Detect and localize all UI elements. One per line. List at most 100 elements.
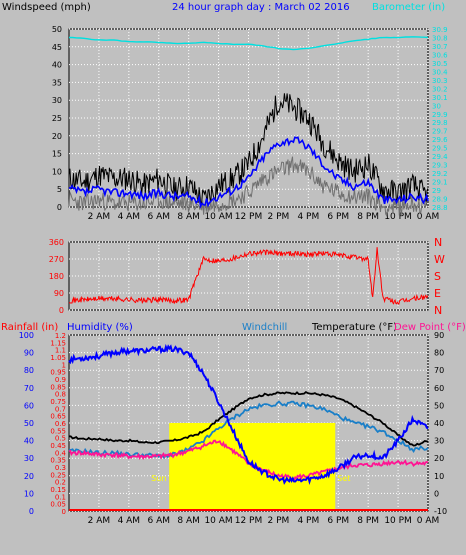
compass-label: E <box>434 287 441 300</box>
temp-x-tick-label: 8 PM <box>357 516 379 526</box>
rainfall-tick-label: 1.15 <box>50 339 66 347</box>
windspeed-tick-label: 45 <box>52 43 62 52</box>
humidity-tick-label: 80 <box>24 366 34 375</box>
temp-x-tick-label: 6 PM <box>327 516 349 526</box>
temperature-tick-label: 90 <box>434 331 444 340</box>
barometer-tick-label: 29.8 <box>432 119 448 127</box>
windspeed-tick-label: 30 <box>52 96 62 105</box>
humidity-tick-label: 70 <box>24 384 34 393</box>
barometer-tick-label: 29.2 <box>432 170 448 178</box>
rainfall-tick-label: 0.35 <box>50 457 66 465</box>
wind-x-tick-label: 4 PM <box>297 212 319 222</box>
windspeed-tick-label: 35 <box>52 78 62 87</box>
windspeed-tick-label: 20 <box>52 132 62 141</box>
temp-x-tick-label: 2 PM <box>268 516 290 526</box>
barometer-tick-label: 30.8 <box>432 34 448 42</box>
humidity-tick-label: 100 <box>19 331 34 340</box>
rainfall-tick-label: 0.25 <box>50 471 66 479</box>
windspeed-tick-label: 10 <box>52 167 62 176</box>
temp-x-tick-label: 2 AM <box>88 516 111 526</box>
barometer-tick-label: 30.6 <box>432 51 448 59</box>
rainfall-tick-label: 0.15 <box>50 486 66 494</box>
humidity-tick-label: 20 <box>24 472 34 481</box>
wind-x-tick-label: 4 AM <box>118 212 141 222</box>
temperature-tick-label: 10 <box>434 472 444 481</box>
barometer-tick-label: 30.1 <box>432 94 448 102</box>
rainfall-tick-label: 1.05 <box>50 354 66 362</box>
compass-label: W <box>434 253 445 266</box>
temperature-axis-title: Temperature (°F) <box>311 322 397 333</box>
rainfall-axis-title: Rainfall (in) <box>1 322 58 333</box>
barometer-axis-title: Barometer (in) <box>372 2 445 13</box>
barometer-line <box>69 36 429 51</box>
windchill-legend: Windchill <box>242 322 287 333</box>
rainfall-tick-label: 0 <box>62 508 66 516</box>
humidity-tick-label: 10 <box>24 489 34 498</box>
direction-tick-label: 0 <box>59 306 64 315</box>
wind-x-tick-label: 6 PM <box>327 212 349 222</box>
temperature-tick-label: 50 <box>434 401 444 410</box>
barometer-tick-label: 29.5 <box>432 145 448 153</box>
sunset-label: Set <box>337 474 350 483</box>
wind-x-tick-label: 10 AM <box>204 212 232 222</box>
rainfall-tick-label: 0.05 <box>50 501 66 509</box>
barometer-tick-label: 29.1 <box>432 179 448 187</box>
temperature-tick-label: 70 <box>434 366 444 375</box>
wind-direction-line <box>68 247 429 306</box>
humidity-tick-label: 60 <box>24 401 34 410</box>
direction-tick-label: 360 <box>49 238 64 247</box>
direction-tick-label: 270 <box>49 255 64 264</box>
rainfall-tick-label: 0.45 <box>50 442 66 450</box>
wind-x-tick-label: 0 AM <box>417 212 440 222</box>
graph-title: 24 hour graph day : March 02 2016 <box>172 2 350 13</box>
temp-x-tick-label: 12 PM <box>235 516 263 526</box>
temp-x-tick-label: 6 AM <box>147 516 170 526</box>
temp-x-tick-label: 8 AM <box>177 516 200 526</box>
temperature-tick-label: 30 <box>434 437 444 446</box>
humidity-tick-label: 90 <box>24 349 34 358</box>
wind-gust-line <box>68 93 429 206</box>
wind-x-tick-label: 8 AM <box>177 212 200 222</box>
rainfall-tick-label: 1.2 <box>55 332 66 340</box>
windspeed-tick-label: 5 <box>57 185 62 194</box>
temp-x-tick-label: 10 PM <box>384 516 412 526</box>
rainfall-tick-label: 0.5 <box>55 435 66 443</box>
barometer-tick-label: 30.3 <box>432 77 448 85</box>
barometer-tick-label: 29.7 <box>432 128 448 136</box>
temperature-line <box>68 391 429 447</box>
wind-x-tick-label: 10 PM <box>384 212 412 222</box>
barometer-tick-label: 29.9 <box>432 111 448 119</box>
temperature-tick-label: 60 <box>434 384 444 393</box>
barometer-tick-label: 30.7 <box>432 43 448 51</box>
wind-x-tick-label: 6 AM <box>147 212 170 222</box>
humidity-tick-label: 40 <box>24 437 34 446</box>
rainfall-tick-label: 0.8 <box>55 391 66 399</box>
windspeed-axis-title: Windspeed (mph) <box>2 2 91 13</box>
rainfall-tick-label: 1 <box>62 361 66 369</box>
rainfall-tick-label: 0.75 <box>50 398 66 406</box>
temperature-tick-label: 40 <box>434 419 444 428</box>
temp-x-tick-label: 4 PM <box>297 516 319 526</box>
wind-x-tick-label: 2 AM <box>88 212 111 222</box>
windspeed-tick-label: 15 <box>52 150 62 159</box>
barometer-tick-label: 28.8 <box>432 204 448 212</box>
barometer-tick-label: 29 <box>432 187 441 195</box>
temperature-tick-label: 20 <box>434 454 444 463</box>
windspeed-tick-label: 25 <box>52 114 62 123</box>
compass-label: N <box>434 236 442 249</box>
rainfall-tick-label: 0.4 <box>55 449 67 457</box>
windspeed-tick-label: 40 <box>52 61 62 70</box>
rainfall-tick-label: 0.1 <box>55 493 66 501</box>
chart-marks: 2 AM 4 AM 6 AM 8 AM 10 AM 12 PM 2 PM 4 PM 6 PM 8 … <box>19 25 448 526</box>
rainfall-tick-label: 0.95 <box>50 369 66 377</box>
windspeed-tick-label: 50 <box>52 25 62 34</box>
humidity-line <box>68 343 429 485</box>
barometer-tick-label: 30.9 <box>432 26 448 34</box>
rainfall-tick-label: 0.2 <box>55 479 66 487</box>
temperature-tick-label: -10 <box>434 507 447 516</box>
sunrise-label: Sun Rise <box>151 474 186 483</box>
humidity-axis-title: Humidity (%) <box>67 322 133 333</box>
temp-x-tick-label: 0 AM <box>417 516 440 526</box>
windchill-line <box>68 400 429 460</box>
